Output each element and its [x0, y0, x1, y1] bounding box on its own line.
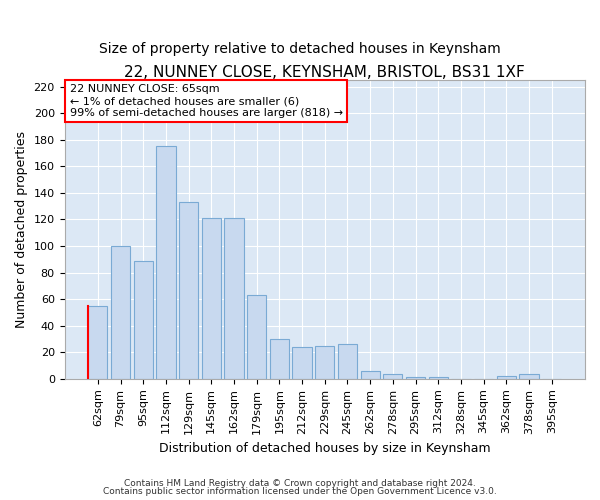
Bar	[224, 218, 244, 379]
Bar	[315, 346, 334, 379]
Bar	[247, 295, 266, 379]
Text: Contains HM Land Registry data © Crown copyright and database right 2024.: Contains HM Land Registry data © Crown c…	[124, 478, 476, 488]
Bar	[156, 146, 176, 379]
X-axis label: Distribution of detached houses by size in Keynsham: Distribution of detached houses by size …	[159, 442, 491, 455]
Bar	[88, 306, 107, 379]
Text: Size of property relative to detached houses in Keynsham: Size of property relative to detached ho…	[99, 42, 501, 56]
Bar	[111, 246, 130, 379]
Bar	[134, 260, 153, 379]
Bar	[383, 374, 403, 379]
Bar	[338, 344, 357, 379]
Bar	[270, 339, 289, 379]
Bar	[520, 374, 539, 379]
Bar	[406, 378, 425, 379]
Bar	[497, 376, 516, 379]
Bar	[361, 371, 380, 379]
Bar	[179, 202, 198, 379]
Title: 22, NUNNEY CLOSE, KEYNSHAM, BRISTOL, BS31 1XF: 22, NUNNEY CLOSE, KEYNSHAM, BRISTOL, BS3…	[124, 65, 525, 80]
Y-axis label: Number of detached properties: Number of detached properties	[15, 131, 28, 328]
Bar	[202, 218, 221, 379]
Bar	[428, 378, 448, 379]
Text: Contains public sector information licensed under the Open Government Licence v3: Contains public sector information licen…	[103, 487, 497, 496]
Text: 22 NUNNEY CLOSE: 65sqm
← 1% of detached houses are smaller (6)
99% of semi-detac: 22 NUNNEY CLOSE: 65sqm ← 1% of detached …	[70, 84, 343, 117]
Bar	[292, 347, 312, 379]
